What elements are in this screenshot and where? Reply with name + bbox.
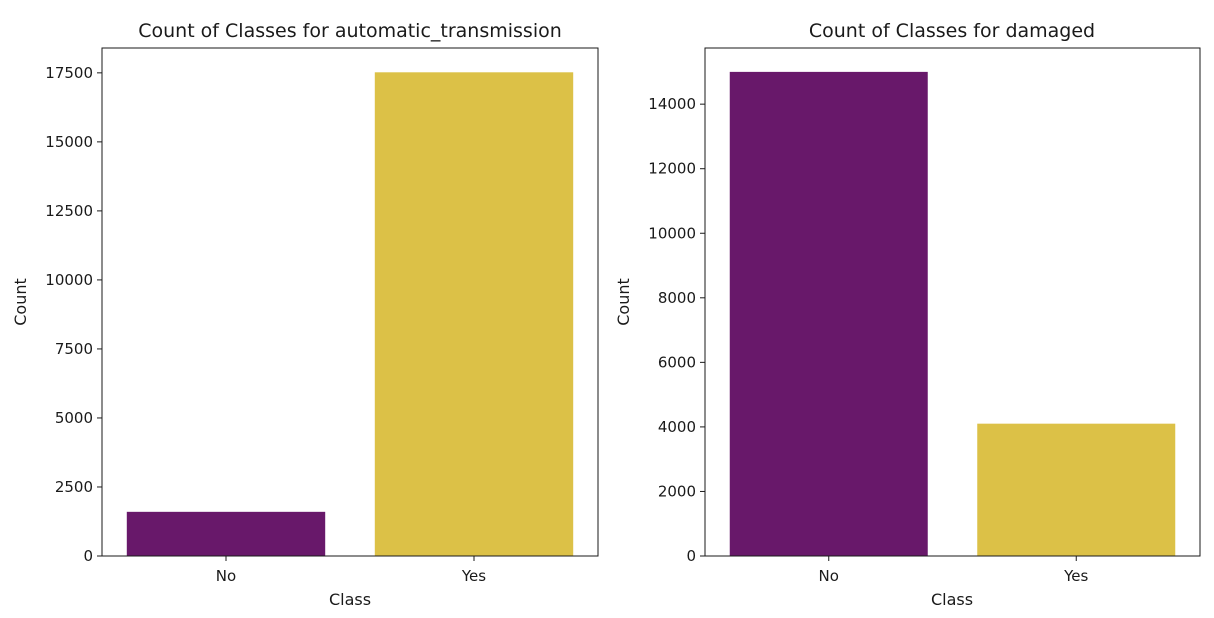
chart-damaged: Count of Classes for damaged Count Class… bbox=[614, 20, 1201, 609]
bar-no bbox=[126, 511, 326, 556]
y-tick-label: 14000 bbox=[648, 95, 696, 113]
plot-frame bbox=[101, 47, 599, 557]
y-axis-label: Count bbox=[614, 278, 633, 326]
y-tick-label: 10000 bbox=[45, 271, 93, 289]
y-tick-label: 2000 bbox=[658, 482, 696, 500]
chart-title: Count of Classes for automatic_transmiss… bbox=[138, 20, 562, 42]
x-axis-label: Class bbox=[329, 590, 371, 609]
bar-no bbox=[729, 71, 928, 556]
y-tick-label: 17500 bbox=[45, 64, 93, 82]
y-tick-label: 5000 bbox=[55, 409, 93, 427]
y-tick-label: 10000 bbox=[648, 224, 696, 242]
y-axis-label: Count bbox=[11, 278, 30, 326]
y-tick-label: 2500 bbox=[55, 478, 93, 496]
x-tick-label: No bbox=[216, 567, 236, 585]
y-tick-label: 0 bbox=[686, 547, 696, 565]
x-axis-label: Class bbox=[931, 590, 973, 609]
x-tick-label: No bbox=[819, 567, 839, 585]
y-tick-label: 6000 bbox=[658, 353, 696, 371]
y-tick-label: 12000 bbox=[648, 160, 696, 178]
y-tick-label: 15000 bbox=[45, 133, 93, 151]
chart-title: Count of Classes for damaged bbox=[809, 20, 1095, 42]
y-tick-label: 7500 bbox=[55, 340, 93, 358]
x-tick-label: Yes bbox=[461, 567, 486, 585]
y-tick-label: 0 bbox=[83, 547, 93, 565]
plot-frame bbox=[704, 47, 1201, 557]
x-tick-label: Yes bbox=[1063, 567, 1088, 585]
y-tick-label: 4000 bbox=[658, 418, 696, 436]
chart-automatic-transmission: Count of Classes for automatic_transmiss… bbox=[11, 20, 599, 609]
y-tick-label: 12500 bbox=[45, 202, 93, 220]
bar-yes bbox=[374, 72, 574, 557]
y-tick-label: 8000 bbox=[658, 289, 696, 307]
bar-yes bbox=[977, 423, 1176, 556]
